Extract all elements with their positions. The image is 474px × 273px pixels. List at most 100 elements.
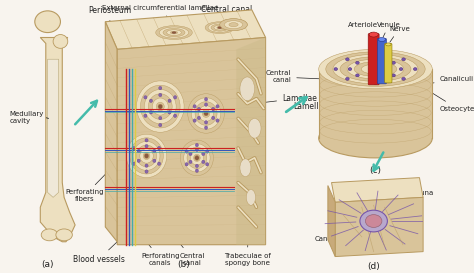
Text: Lamellae: Lamellae [232, 94, 317, 106]
Ellipse shape [240, 159, 251, 177]
Text: Perforating
canals: Perforating canals [141, 244, 180, 266]
Ellipse shape [158, 104, 163, 109]
Ellipse shape [208, 23, 231, 32]
Ellipse shape [195, 169, 199, 173]
Ellipse shape [149, 111, 153, 114]
Ellipse shape [206, 162, 209, 166]
Ellipse shape [202, 152, 205, 156]
Ellipse shape [189, 160, 192, 164]
Ellipse shape [333, 54, 418, 84]
Ellipse shape [392, 74, 395, 77]
Ellipse shape [392, 61, 395, 64]
Ellipse shape [140, 149, 153, 163]
Ellipse shape [368, 67, 383, 72]
Polygon shape [47, 59, 59, 197]
Ellipse shape [145, 164, 148, 167]
Ellipse shape [385, 43, 391, 46]
Text: Nerve: Nerve [389, 26, 410, 42]
Text: Periosteum: Periosteum [88, 6, 131, 32]
Ellipse shape [354, 62, 397, 76]
Polygon shape [236, 37, 265, 245]
Ellipse shape [155, 26, 192, 40]
Text: Lacuna: Lacuna [387, 190, 434, 216]
Ellipse shape [356, 61, 359, 64]
Ellipse shape [211, 24, 228, 31]
Ellipse shape [224, 21, 243, 29]
Text: Central
canal: Central canal [266, 70, 320, 84]
Ellipse shape [153, 149, 156, 153]
Ellipse shape [193, 119, 196, 122]
Ellipse shape [137, 159, 140, 162]
Ellipse shape [144, 114, 147, 118]
Ellipse shape [132, 162, 136, 165]
Ellipse shape [369, 65, 382, 73]
Ellipse shape [204, 111, 209, 116]
Ellipse shape [197, 116, 201, 120]
FancyBboxPatch shape [377, 38, 386, 84]
Polygon shape [105, 10, 265, 49]
Ellipse shape [159, 27, 189, 38]
Ellipse shape [195, 155, 199, 160]
Ellipse shape [346, 77, 349, 80]
Ellipse shape [159, 116, 162, 120]
Ellipse shape [195, 143, 199, 147]
Ellipse shape [130, 138, 164, 174]
Ellipse shape [369, 32, 378, 37]
Ellipse shape [156, 102, 164, 111]
Text: Osteocyte: Osteocyte [412, 81, 474, 112]
Ellipse shape [195, 164, 199, 168]
Text: Perforating
fibers: Perforating fibers [65, 170, 110, 203]
Text: (b): (b) [177, 260, 190, 269]
Ellipse shape [35, 11, 61, 32]
Ellipse shape [218, 26, 222, 29]
Ellipse shape [402, 58, 405, 61]
Ellipse shape [168, 111, 171, 114]
FancyBboxPatch shape [384, 43, 392, 83]
FancyBboxPatch shape [368, 34, 379, 85]
Ellipse shape [190, 151, 203, 165]
Text: Central
canal: Central canal [180, 244, 205, 266]
Ellipse shape [170, 31, 178, 34]
Text: Canaliculi: Canaliculi [314, 229, 348, 242]
Ellipse shape [184, 144, 210, 172]
Text: (a): (a) [41, 260, 54, 269]
Text: Central canal: Central canal [201, 5, 253, 19]
Text: (d): (d) [367, 262, 380, 271]
Ellipse shape [152, 98, 168, 115]
Ellipse shape [220, 19, 247, 31]
Ellipse shape [144, 153, 149, 158]
Polygon shape [117, 37, 265, 245]
Text: Canaliculi: Canaliculi [430, 76, 474, 84]
Ellipse shape [402, 77, 405, 80]
Text: External circumferential lamellae: External circumferential lamellae [102, 5, 219, 17]
Ellipse shape [145, 144, 148, 148]
Ellipse shape [374, 76, 377, 79]
Ellipse shape [211, 107, 215, 111]
Ellipse shape [326, 52, 425, 86]
Ellipse shape [206, 150, 209, 153]
Ellipse shape [361, 64, 390, 74]
Ellipse shape [143, 152, 150, 159]
Ellipse shape [148, 94, 172, 119]
Ellipse shape [140, 85, 180, 128]
Ellipse shape [137, 149, 140, 153]
FancyArrowPatch shape [75, 101, 97, 124]
Ellipse shape [378, 37, 385, 41]
Text: Trabeculae of
spongy bone: Trabeculae of spongy bone [224, 210, 271, 266]
Ellipse shape [202, 109, 210, 117]
Ellipse shape [214, 25, 226, 30]
FancyArrowPatch shape [286, 97, 307, 112]
Ellipse shape [334, 68, 337, 70]
Ellipse shape [346, 58, 349, 61]
Ellipse shape [211, 116, 215, 120]
Ellipse shape [149, 99, 153, 103]
Ellipse shape [340, 57, 411, 81]
Ellipse shape [173, 114, 177, 118]
Ellipse shape [216, 105, 219, 108]
Ellipse shape [187, 147, 207, 168]
Ellipse shape [347, 59, 404, 79]
Ellipse shape [193, 105, 196, 108]
Ellipse shape [191, 98, 221, 129]
Ellipse shape [193, 154, 200, 161]
Ellipse shape [248, 118, 261, 138]
